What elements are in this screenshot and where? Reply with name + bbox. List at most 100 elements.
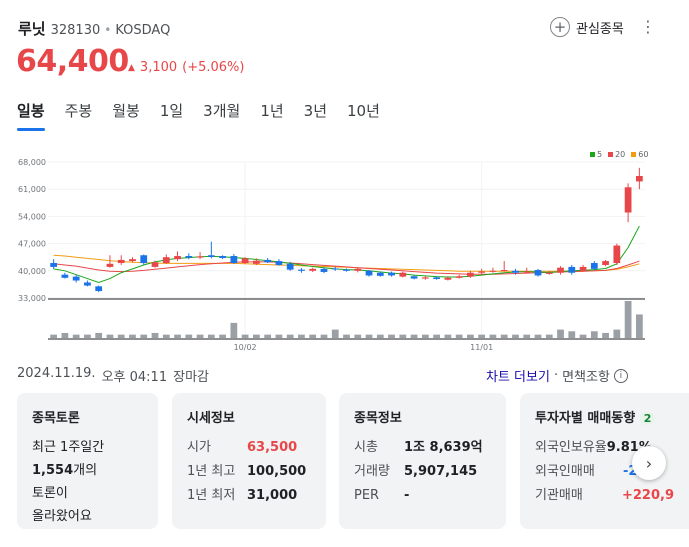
forum-line4: 올라왔어요	[32, 509, 92, 524]
next-card-button[interactable]: ›	[632, 446, 666, 480]
tab-3month[interactable]: 3개월	[203, 102, 241, 120]
volume-bar	[545, 334, 553, 338]
candle-body	[433, 277, 440, 279]
candle-body	[106, 263, 114, 267]
candle-body	[61, 274, 69, 278]
volume-bar	[129, 334, 136, 338]
y-tick-label: 33,000	[18, 294, 46, 303]
forum-card[interactable]: 종목토론 최근 1주일간 1,554개의 토론이 올라왔어요	[17, 393, 158, 529]
investor-foreign-trade-label: 외국인매매	[535, 464, 595, 479]
volume-bar	[106, 334, 114, 338]
volume-bar	[455, 334, 463, 338]
legend-ma20: 20	[608, 150, 625, 159]
info-per-value: -	[404, 488, 410, 503]
volume-bar	[388, 334, 395, 338]
timestamp: 2024.11.19. 오후 04:11 장마감	[17, 366, 209, 385]
forum-line1: 최근 1주일간	[32, 440, 105, 455]
timestamp-date: 2024.11.19.	[17, 366, 96, 381]
volume-bar	[557, 329, 564, 338]
stock-info-card-title: 종목정보	[354, 411, 402, 426]
volume-bar	[264, 334, 272, 338]
candle-body	[388, 272, 395, 276]
stock-name: 루닛	[18, 20, 46, 38]
volume-bar	[185, 334, 193, 338]
y-tick-label: 68,000	[18, 158, 46, 167]
candle-body	[399, 272, 407, 277]
x-tick-label: 11/01	[470, 343, 493, 352]
candle-body	[241, 258, 249, 264]
stock-code: 328130	[50, 23, 101, 38]
candle-body	[354, 268, 362, 271]
volume-bar	[95, 332, 103, 338]
candle-body	[365, 270, 373, 276]
legend-ma20-swatch	[608, 152, 614, 157]
legend-ma5-swatch	[590, 152, 595, 157]
volume-bar	[275, 334, 283, 338]
volume-bar	[523, 334, 531, 338]
candle-body	[298, 269, 305, 271]
candle-body	[331, 268, 339, 270]
candle-body	[624, 187, 632, 213]
volume-bar	[512, 334, 519, 338]
quote-row-high: 1년 최고 100,500	[187, 460, 311, 484]
candle-body	[129, 259, 136, 262]
info-cap-label: 시총	[354, 440, 378, 455]
more-options-icon[interactable]: ⋮	[640, 17, 656, 36]
info-row-cap: 시총 1조 8,639억	[354, 436, 491, 460]
y-tick-label: 54,000	[18, 212, 46, 221]
price-chart[interactable]: 68,000 61,000 54,000 47,000 40,000 33,000 10/0…	[0, 150, 689, 360]
volume-bar	[444, 334, 452, 338]
watchlist-button[interactable]: + 관심종목	[550, 17, 624, 37]
ma20-line	[53, 260, 640, 275]
plus-icon: +	[550, 17, 570, 37]
volume-bar	[72, 334, 80, 338]
quote-low-value: 31,000	[247, 488, 298, 503]
candle-body	[512, 270, 519, 273]
volume-bar	[489, 334, 497, 338]
candle-body	[545, 272, 553, 274]
stock-info-card[interactable]: 종목정보 시총 1조 8,639억 거래량 5,907,145 PER -	[339, 393, 506, 529]
legend-ma60: 60	[631, 150, 648, 159]
candle-body	[444, 277, 452, 280]
volume-bar	[84, 334, 91, 338]
candle-body	[613, 245, 621, 264]
investor-inst-trade-label: 기관매매	[535, 488, 583, 503]
tab-weekly[interactable]: 주봉	[64, 102, 93, 120]
tab-10year[interactable]: 10년	[347, 102, 380, 120]
tab-1year[interactable]: 1년	[260, 102, 284, 120]
y-tick-label: 61,000	[18, 185, 46, 194]
volume-bar	[467, 334, 474, 338]
y-tick-label: 47,000	[18, 240, 46, 249]
volume-bar	[219, 334, 226, 338]
volume-bar	[286, 334, 294, 338]
candle-body	[264, 259, 272, 263]
candle-body	[286, 263, 294, 270]
candle-body	[421, 277, 429, 279]
tab-1day[interactable]: 1일	[159, 102, 184, 120]
quote-card[interactable]: 시세정보 시가 63,500 1년 최고 100,500 1년 최저 31,000	[172, 393, 326, 529]
disclaimer-link[interactable]: 면책조항	[562, 370, 610, 385]
volume-bar	[568, 331, 576, 338]
volume-bar	[241, 334, 249, 338]
volume-bar	[117, 334, 125, 338]
separator-dot: •	[104, 23, 112, 37]
legend-ma60-label: 60	[638, 150, 649, 159]
info-volume-value: 5,907,145	[404, 464, 478, 479]
volume-bar	[140, 334, 148, 338]
candle-body	[478, 271, 486, 273]
current-price: 64,400	[16, 44, 129, 79]
volume-bar	[635, 314, 643, 338]
candle-body	[174, 256, 181, 260]
volume-bar	[196, 334, 204, 338]
y-tick-label: 40,000	[18, 267, 46, 276]
candle-body	[343, 269, 350, 271]
market-status: 장마감	[173, 370, 209, 385]
tab-monthly[interactable]: 월봉	[112, 102, 140, 120]
info-icon[interactable]: i	[613, 368, 628, 383]
candle-body	[523, 271, 531, 273]
candle-body	[219, 256, 226, 258]
tab-daily[interactable]: 일봉	[17, 100, 45, 131]
tab-3year[interactable]: 3년	[303, 102, 328, 120]
timestamp-time: 오후 04:11	[101, 370, 168, 385]
chart-more-link[interactable]: 차트 더보기	[486, 370, 550, 385]
